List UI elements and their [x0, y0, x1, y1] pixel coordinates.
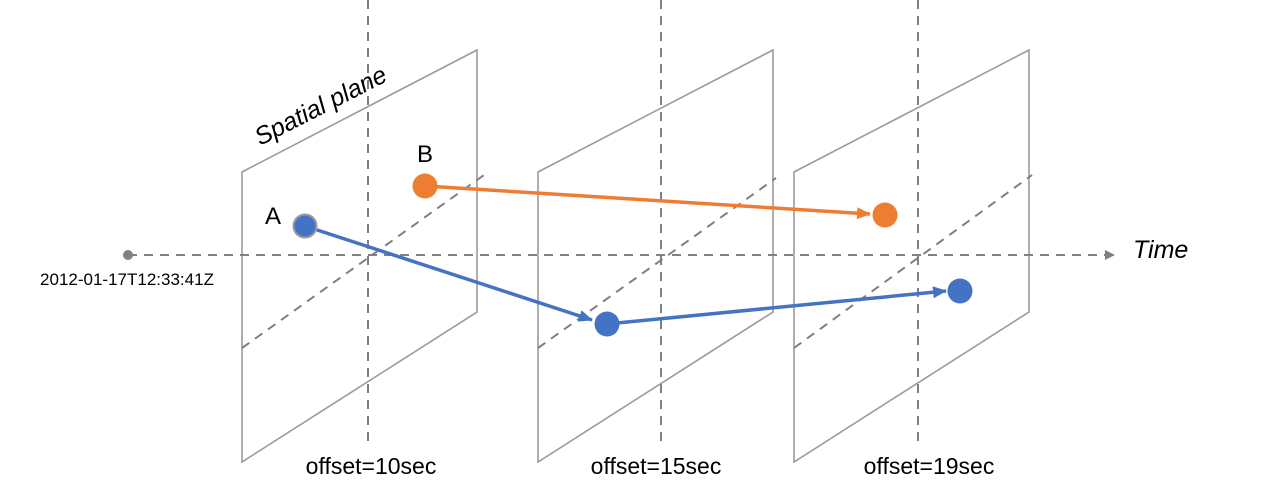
- object-b-point-2: [872, 202, 898, 228]
- trajectory-a-segment-1: [304, 224, 593, 322]
- time-origin-dot: [123, 250, 133, 260]
- origin-timestamp-label: 2012-01-17T12:33:41Z: [40, 270, 214, 289]
- object-b-label: B: [417, 141, 433, 168]
- plane-diagonal-1: [241, 174, 485, 349]
- spatial-plane-1: [241, 48, 485, 464]
- offset-label-2: offset=15sec: [591, 453, 722, 479]
- plane-diagonal-2: [537, 177, 777, 349]
- plane-frame-2: [537, 48, 774, 464]
- object-a-point-1: [292, 213, 318, 239]
- trajectory-b-segment-1: [424, 184, 871, 220]
- object-a-point-3: [947, 278, 973, 304]
- object-a-label: A: [265, 203, 281, 230]
- offset-label-3: offset=19sec: [864, 453, 995, 479]
- plane-diagonal-3: [793, 174, 1033, 349]
- object-a-point-2: [594, 311, 620, 337]
- object-b-point-1: [412, 173, 438, 199]
- plane-frame-1: [241, 48, 478, 464]
- plane-frame-3: [793, 48, 1030, 464]
- time-axis-label: Time: [1133, 236, 1188, 264]
- offset-label-1: offset=10sec: [306, 453, 437, 479]
- spatial-plane-3: [793, 48, 1033, 464]
- trajectory-a-segment-2: [606, 286, 947, 326]
